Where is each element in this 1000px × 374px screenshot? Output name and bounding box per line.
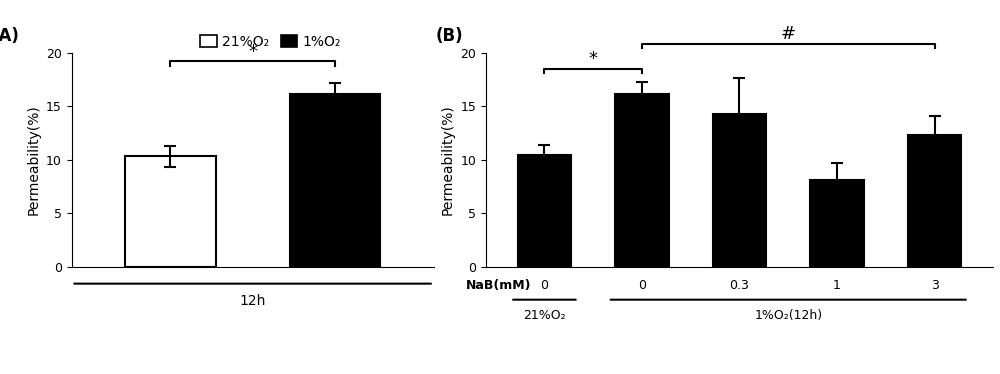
Text: 0: 0 [638,279,646,292]
Bar [810,180,864,267]
Bar [713,114,766,267]
Text: 12h: 12h [239,294,266,308]
Text: *: * [248,43,257,61]
Text: 1: 1 [833,279,841,292]
Text: (B): (B) [435,27,463,45]
Text: 21%O₂: 21%O₂ [523,309,566,322]
Bar [290,94,380,267]
Bar [615,94,669,267]
Text: #: # [781,25,796,43]
Text: 3: 3 [931,279,938,292]
Text: 0.3: 0.3 [730,279,749,292]
Text: 0: 0 [540,279,548,292]
Text: 1%O₂(12h): 1%O₂(12h) [754,309,822,322]
Bar [125,156,216,267]
Text: *: * [589,50,598,68]
Bar [908,135,961,267]
Bar [518,155,571,267]
Text: NaB(mM): NaB(mM) [466,279,532,292]
Legend: 21%O₂, 1%O₂: 21%O₂, 1%O₂ [197,32,344,52]
Text: (A): (A) [0,27,20,45]
Y-axis label: Permeability(%): Permeability(%) [441,104,455,215]
Y-axis label: Permeability(%): Permeability(%) [26,104,40,215]
